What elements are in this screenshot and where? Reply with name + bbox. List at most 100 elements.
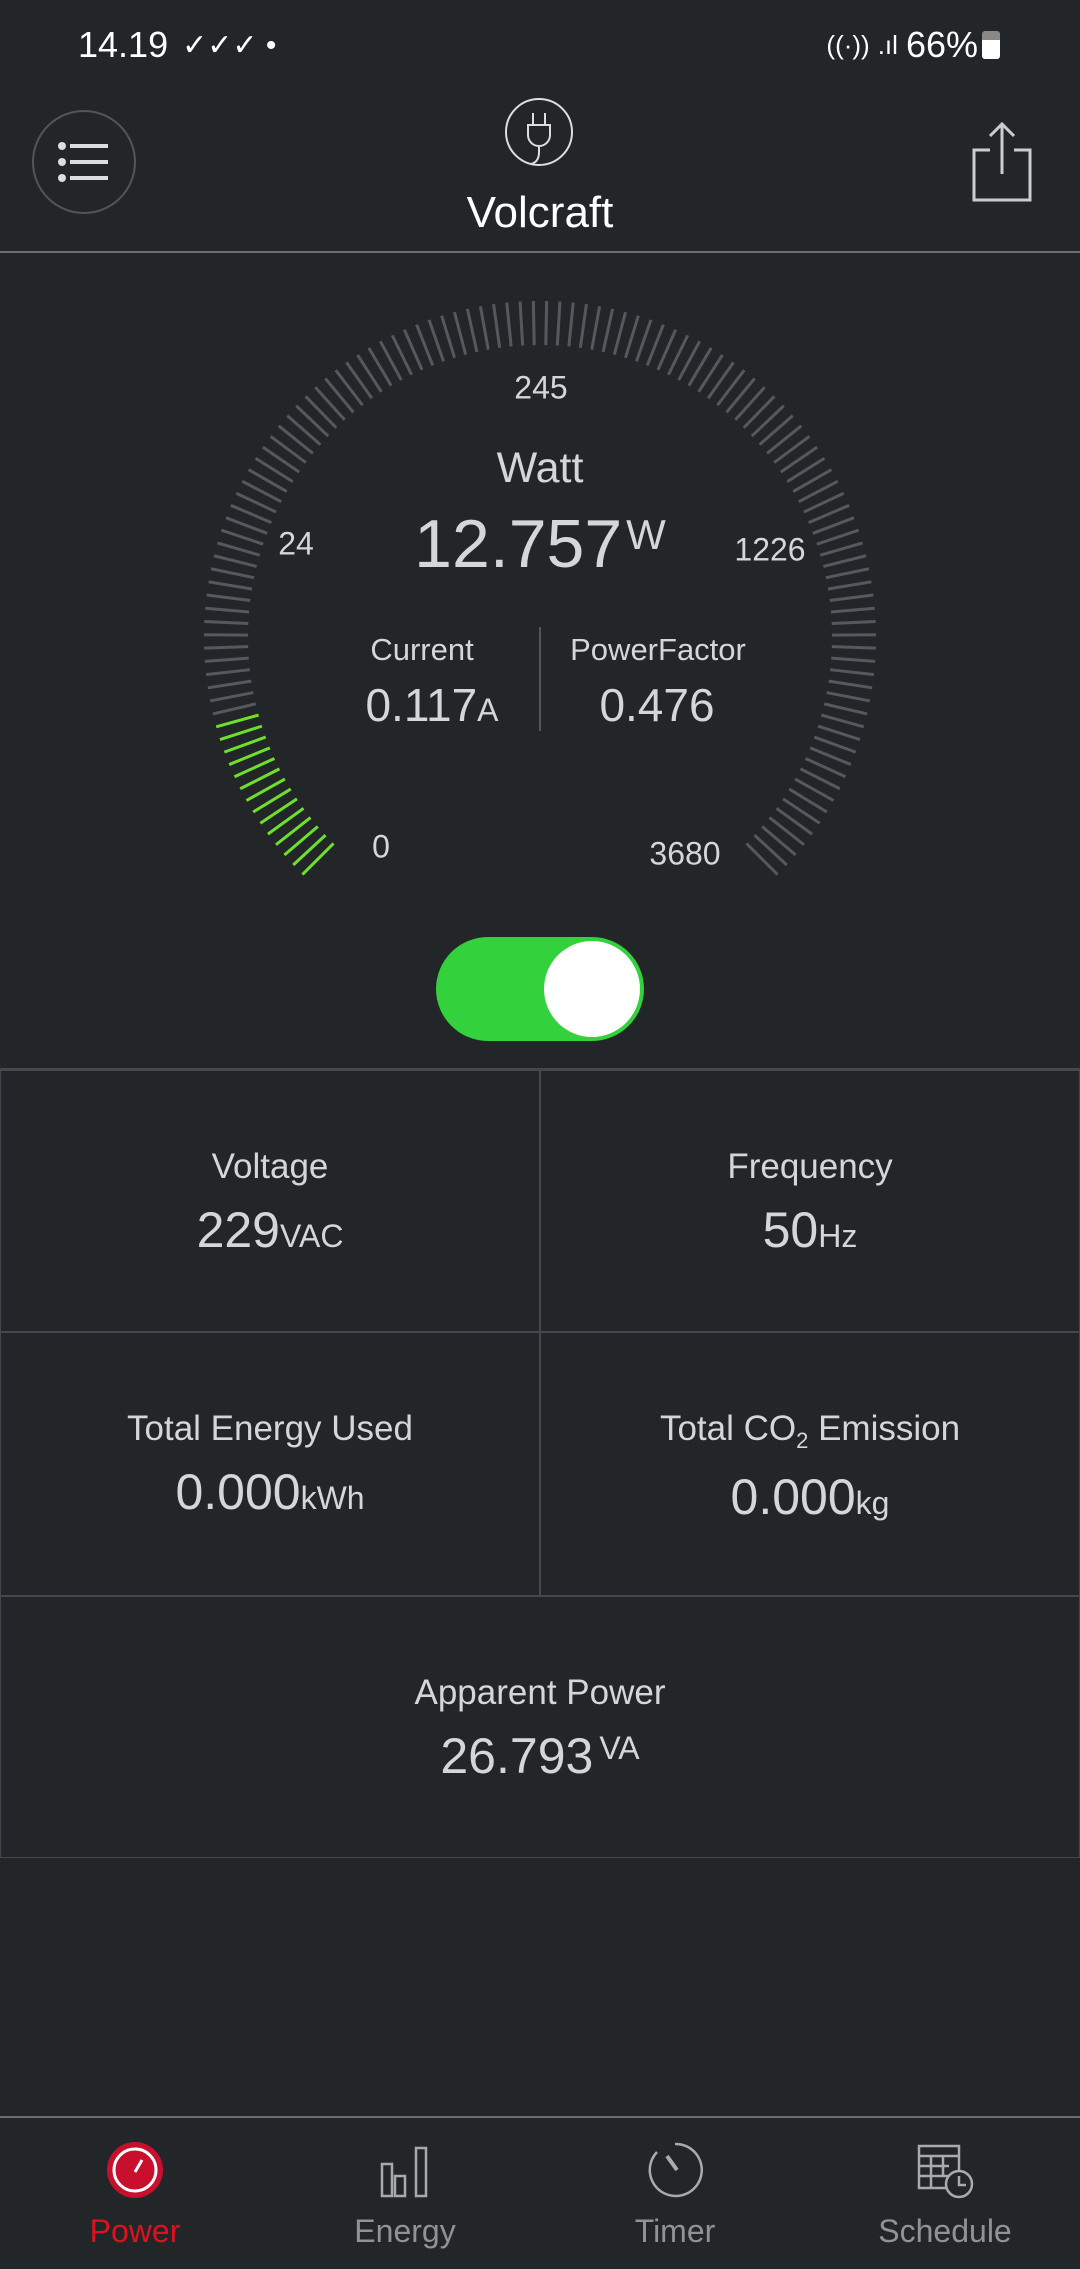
- gauge-tick: [612, 311, 627, 356]
- watt-value: 12.757: [414, 506, 623, 582]
- gauge-tick: [828, 679, 873, 690]
- gauge-tick-filled: [283, 825, 319, 857]
- gauge-tick: [725, 377, 756, 414]
- gauge-tick-filled: [267, 807, 305, 836]
- gauge-tick-filled: [275, 816, 312, 846]
- gauge-tick: [440, 315, 456, 359]
- device-icon: [504, 97, 574, 172]
- current-reading: 0.117A: [365, 678, 498, 732]
- energy-used-label: Total Energy Used: [127, 1409, 413, 1448]
- current-unit: A: [477, 692, 499, 728]
- gauge-tick: [831, 656, 876, 663]
- gauge-tick: [773, 435, 811, 464]
- watt-reading: 12.757W: [414, 505, 666, 583]
- gauge-tick: [812, 516, 855, 535]
- apparent-power-unit: VA: [599, 1730, 640, 1766]
- gauge-tick: [820, 713, 865, 729]
- gauge-tick: [465, 308, 479, 353]
- gauge-tick: [286, 414, 322, 446]
- frequency-cell: Frequency 50Hz: [540, 1070, 1080, 1332]
- list-icon: [58, 142, 108, 182]
- gauge-tick: [531, 301, 536, 346]
- plug-icon: [505, 98, 573, 166]
- battery-icon: [982, 31, 1000, 59]
- gauge-tick-filled: [259, 797, 298, 825]
- gauge-tick: [745, 842, 779, 876]
- gauge-tick: [555, 301, 562, 346]
- tab-timer[interactable]: Timer: [540, 2140, 810, 2250]
- gauge-tick: [324, 377, 355, 414]
- gauge-divider: [539, 627, 541, 731]
- gauge-tick: [544, 301, 549, 346]
- gauge-tick: [590, 306, 602, 350]
- gauge-tick: [356, 354, 383, 393]
- gauge-label-3680: 3680: [649, 835, 721, 872]
- gauge-tick: [505, 302, 513, 347]
- co2-label-pre: Total CO: [659, 1409, 797, 1448]
- nav-divider: [0, 2116, 1080, 2118]
- gauge-tick: [230, 503, 272, 524]
- notification-icon: ✓✓✓ •: [182, 28, 277, 62]
- power-gauge: [203, 301, 877, 876]
- gauge-tick: [304, 395, 338, 429]
- gauge-tick: [204, 656, 249, 663]
- powerfactor-value: 0.476: [599, 679, 715, 731]
- gauge-tick: [624, 315, 640, 359]
- tab-power[interactable]: Power: [0, 2140, 270, 2250]
- gauge-tick: [205, 668, 251, 677]
- gauge-tick: [213, 554, 258, 568]
- gauge-label-1226: 1226: [734, 531, 806, 568]
- gauge-tick: [209, 691, 254, 703]
- apparent-power-label: Apparent Power: [414, 1673, 666, 1712]
- gauge-tick: [390, 334, 413, 376]
- gauge-tick: [235, 491, 277, 514]
- gauge-tick: [825, 567, 870, 580]
- gauge-tick: [677, 340, 701, 381]
- power-toggle[interactable]: [436, 937, 644, 1041]
- toggle-knob: [544, 941, 640, 1037]
- gauge-tick: [804, 757, 847, 779]
- gauge-tick: [706, 361, 735, 400]
- gauge-tick: [205, 606, 250, 614]
- gauge-tick-filled: [223, 735, 267, 754]
- gauge-tick: [314, 386, 346, 421]
- gauge-tick: [819, 541, 863, 557]
- gauge-tick-filled: [301, 842, 335, 876]
- gauge-tick: [635, 319, 653, 362]
- voltage-value: 229: [196, 1202, 280, 1258]
- apparent-power-value: 26.793: [440, 1728, 594, 1784]
- tab-energy[interactable]: Energy: [270, 2140, 540, 2250]
- menu-button[interactable]: [32, 110, 136, 214]
- gauge-tick: [827, 580, 872, 591]
- gauge-tick: [217, 541, 261, 557]
- gauge-icon: [107, 2142, 163, 2198]
- tab-schedule[interactable]: Schedule: [810, 2140, 1080, 2250]
- voltage-label: Voltage: [211, 1147, 329, 1186]
- gauge-tick: [758, 414, 794, 446]
- co2-cell: Total CO2 Emission 0.000kg: [540, 1332, 1080, 1596]
- gauge-tick-filled: [252, 787, 292, 814]
- current-value: 0.117: [365, 679, 478, 731]
- voltage-cell: Voltage 229VAC: [0, 1070, 540, 1332]
- gauge-tick-filled: [219, 724, 263, 741]
- gauge-tick: [492, 304, 502, 349]
- share-button[interactable]: [970, 120, 1036, 209]
- gauge-tick: [478, 306, 490, 350]
- frequency-value: 50: [762, 1202, 819, 1258]
- gauge-tick: [813, 735, 857, 754]
- gauge-tick: [225, 516, 268, 535]
- gauge-tick: [826, 691, 871, 703]
- gauge-tick: [601, 308, 615, 353]
- gauge-tick: [742, 395, 776, 429]
- gauge-tick: [792, 468, 833, 493]
- gauge-label-24: 24: [278, 525, 314, 562]
- gauge-tick: [220, 528, 264, 546]
- gauge-tick: [775, 807, 813, 836]
- gauge-tick: [204, 619, 249, 626]
- gauge-tick: [808, 503, 850, 524]
- signal-icon: .ıl: [877, 29, 898, 60]
- gauge-tick: [207, 679, 252, 690]
- energy-used-unit: kWh: [300, 1480, 365, 1516]
- gauge-tick: [269, 435, 307, 464]
- gauge-tick: [427, 319, 445, 362]
